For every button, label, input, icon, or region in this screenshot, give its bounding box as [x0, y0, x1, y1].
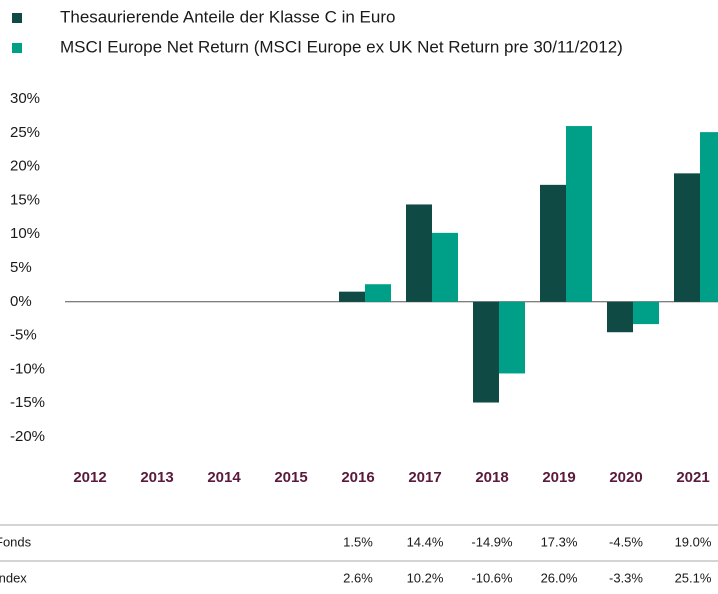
- y-tick-label: -15%: [10, 394, 45, 411]
- bar: [365, 284, 391, 302]
- bar: [406, 204, 432, 302]
- table-row-label: Fonds: [0, 534, 32, 549]
- bar: [633, 301, 659, 325]
- y-tick-label: 0%: [10, 293, 32, 310]
- x-tick-label: 2013: [140, 469, 173, 486]
- table-value: 19.0%: [675, 534, 712, 549]
- x-tick-label: 2021: [676, 469, 709, 486]
- table-value: 25.1%: [675, 570, 712, 585]
- x-tick-label: 2019: [542, 469, 575, 486]
- bar: [540, 184, 566, 302]
- legend-swatch: [12, 13, 22, 23]
- table-value: -10.6%: [471, 570, 513, 585]
- y-tick-label: 10%: [10, 225, 40, 242]
- legend-label: MSCI Europe Net Return (MSCI Europe ex U…: [60, 37, 623, 56]
- x-tick-label: 2017: [408, 469, 441, 486]
- x-tick-label: 2018: [475, 469, 508, 486]
- x-tick-label: 2012: [73, 469, 106, 486]
- table-value: -14.9%: [471, 534, 513, 549]
- y-tick-label: 15%: [10, 191, 40, 208]
- table-value: -3.3%: [609, 570, 643, 585]
- table-value: 10.2%: [407, 570, 444, 585]
- y-tick-label: 25%: [10, 124, 40, 141]
- x-tick-label: 2014: [207, 469, 241, 486]
- bar: [674, 173, 700, 302]
- y-tick-label: -20%: [10, 428, 45, 445]
- table-value: 14.4%: [407, 534, 444, 549]
- bar: [700, 132, 718, 302]
- table-row-label: Index: [0, 570, 27, 585]
- bar: [473, 301, 499, 403]
- x-tick-label: 2020: [609, 469, 642, 486]
- table-value: 17.3%: [541, 534, 578, 549]
- x-tick-label: 2015: [274, 469, 307, 486]
- legend-swatch: [12, 43, 22, 53]
- bar: [432, 232, 458, 302]
- y-tick-label: -10%: [10, 360, 45, 377]
- y-tick-label: 30%: [10, 90, 40, 107]
- bar: [566, 126, 592, 302]
- table-value: 26.0%: [541, 570, 578, 585]
- y-tick-label: 20%: [10, 158, 40, 175]
- x-tick-label: 2016: [341, 469, 374, 486]
- legend-label: Thesaurierende Anteile der Klasse C in E…: [60, 7, 395, 26]
- table-value: 1.5%: [343, 534, 373, 549]
- table-value: 2.6%: [343, 570, 373, 585]
- bar: [339, 291, 365, 302]
- y-tick-label: -5%: [10, 327, 37, 344]
- bar: [499, 301, 525, 374]
- y-tick-label: 5%: [10, 259, 32, 276]
- table-value: -4.5%: [609, 534, 643, 549]
- bar: [607, 301, 633, 333]
